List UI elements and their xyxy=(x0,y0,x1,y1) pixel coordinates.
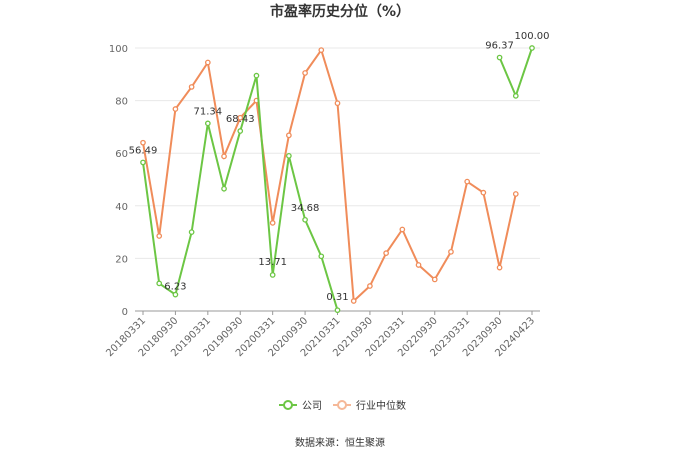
data-point[interactable] xyxy=(480,189,487,196)
y-tick-label: 60 xyxy=(115,149,128,160)
data-point[interactable] xyxy=(448,248,454,255)
data-point[interactable] xyxy=(188,84,195,90)
data-point[interactable] xyxy=(302,70,308,76)
data-point[interactable] xyxy=(399,226,406,233)
series-layer xyxy=(140,45,535,314)
y-tick-label: 100 xyxy=(109,44,128,55)
data-point[interactable] xyxy=(415,262,422,268)
series-line xyxy=(142,47,517,304)
data-point[interactable] xyxy=(496,264,503,271)
source-note: 数据来源：恒生聚源 xyxy=(295,436,385,449)
x-axis-ticks: 2018033120180930201903312019093020200331… xyxy=(104,311,537,359)
data-point[interactable] xyxy=(529,45,535,51)
data-point[interactable] xyxy=(269,272,276,278)
data-point[interactable] xyxy=(156,280,163,287)
data-label: 13.71 xyxy=(258,257,287,268)
data-point[interactable] xyxy=(204,120,211,127)
data-label: 100.00 xyxy=(515,31,550,42)
data-point[interactable] xyxy=(269,220,276,226)
legend: 公司 行业中位数 xyxy=(279,399,406,412)
data-point[interactable] xyxy=(286,132,292,139)
data-label: 71.34 xyxy=(194,106,223,117)
data-point[interactable] xyxy=(140,139,146,146)
data-label: 6.23 xyxy=(164,282,186,293)
data-point[interactable] xyxy=(253,72,260,79)
data-point[interactable] xyxy=(512,191,519,197)
y-tick-label: 80 xyxy=(115,97,128,108)
data-point[interactable] xyxy=(383,250,389,256)
data-label: 0.31 xyxy=(326,292,348,303)
data-point[interactable] xyxy=(172,291,179,298)
data-point[interactable] xyxy=(318,253,325,260)
data-label: 68.43 xyxy=(226,114,255,125)
data-point[interactable] xyxy=(204,59,211,66)
legend-item-company[interactable]: 公司 xyxy=(279,400,322,412)
legend-company-swatch-marker xyxy=(283,400,293,410)
data-point[interactable] xyxy=(237,128,244,134)
data-point[interactable] xyxy=(512,93,519,99)
series-company xyxy=(140,45,535,314)
data-point[interactable] xyxy=(464,178,471,185)
data-point[interactable] xyxy=(221,185,227,192)
chart-title: 市盈率历史分位（%） xyxy=(270,3,410,20)
legend-industry-label: 行业中位数 xyxy=(356,399,406,412)
data-point[interactable] xyxy=(334,307,341,314)
series-industry-median xyxy=(140,47,519,304)
y-tick-label: 0 xyxy=(122,307,128,318)
series-line xyxy=(498,47,533,99)
data-point[interactable] xyxy=(334,100,341,107)
data-point[interactable] xyxy=(172,106,179,112)
data-point[interactable] xyxy=(156,233,163,239)
legend-industry-swatch-marker xyxy=(337,400,347,410)
data-point[interactable] xyxy=(496,54,503,61)
data-point[interactable] xyxy=(286,152,292,159)
data-point[interactable] xyxy=(367,283,373,289)
data-point[interactable] xyxy=(221,153,227,160)
data-label: 34.68 xyxy=(291,203,320,214)
data-label: 96.37 xyxy=(485,41,514,52)
y-tick-label: 20 xyxy=(115,254,128,265)
data-point[interactable] xyxy=(237,114,244,121)
data-point[interactable] xyxy=(140,159,146,166)
legend-company-label: 公司 xyxy=(302,401,322,412)
data-point[interactable] xyxy=(302,216,308,223)
data-point[interactable] xyxy=(188,229,195,235)
data-point[interactable] xyxy=(318,47,325,53)
data-point[interactable] xyxy=(350,298,357,304)
series-line xyxy=(142,75,339,311)
y-axis-ticks: 0 20 40 60 80 100 xyxy=(109,44,128,318)
legend-item-industry-median[interactable]: 行业中位数 xyxy=(333,399,406,412)
data-label: 56.49 xyxy=(129,145,158,156)
y-tick-label: 40 xyxy=(115,202,128,213)
data-point[interactable] xyxy=(431,276,438,283)
